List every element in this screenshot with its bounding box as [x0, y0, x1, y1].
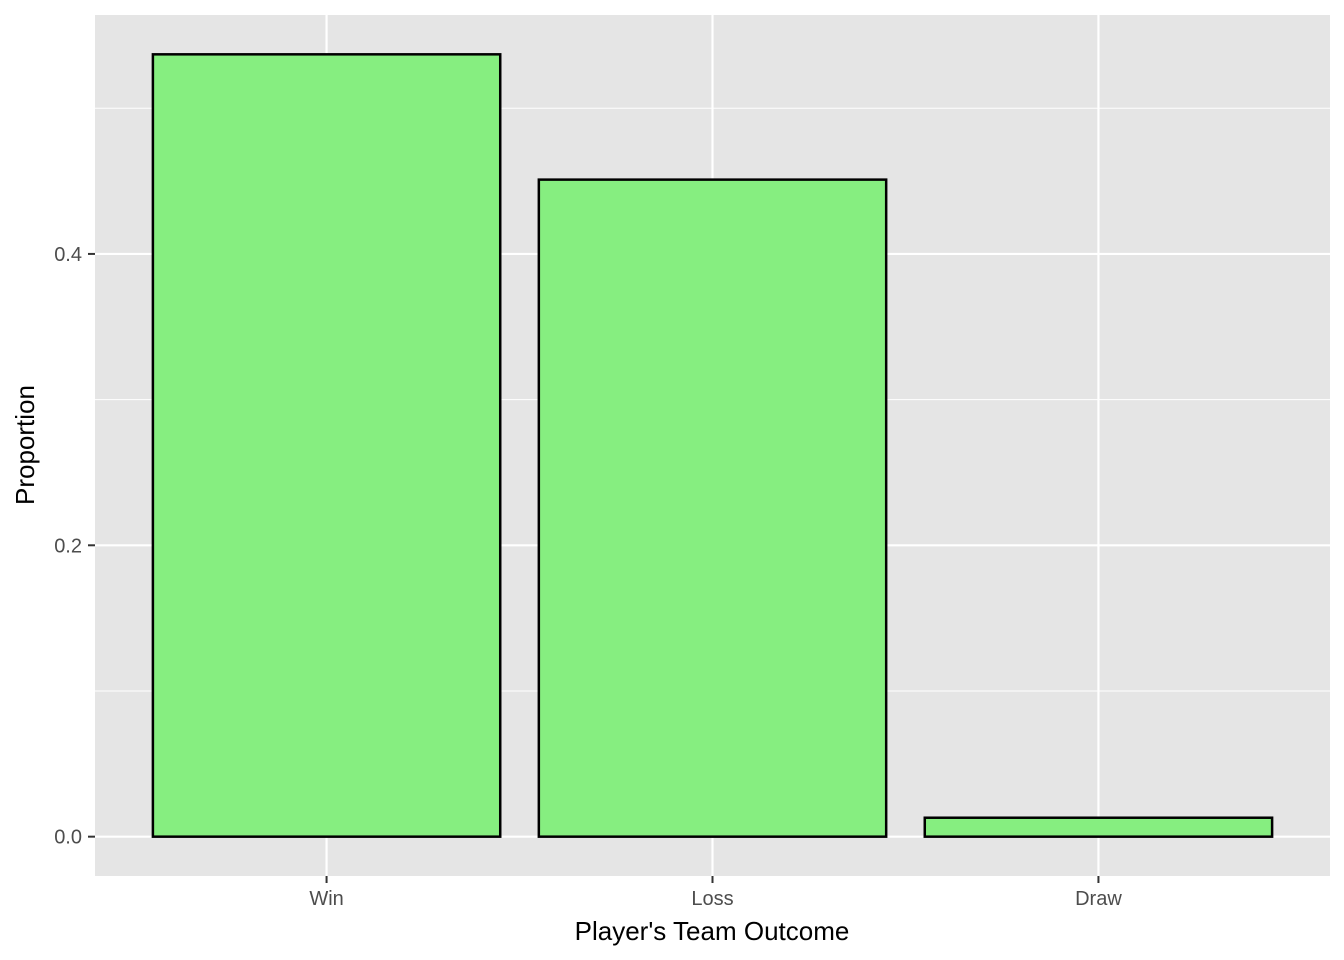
bar-win	[151, 53, 502, 838]
x-axis: Win Loss Draw	[309, 876, 1122, 910]
x-axis-title: Player's Team Outcome	[575, 916, 850, 946]
x-tick-label: Win	[309, 888, 343, 910]
bar-draw	[923, 816, 1274, 838]
y-tick-label: 0.0	[54, 827, 82, 849]
y-tick-label: 0.2	[54, 535, 82, 557]
x-tick-label: Loss	[691, 888, 733, 910]
y-axis: 0.0 0.2 0.4	[54, 244, 95, 849]
bars	[151, 53, 1274, 838]
x-tick-label: Draw	[1075, 888, 1122, 910]
y-axis-title: Proportion	[10, 385, 40, 505]
bar-loss	[537, 178, 888, 838]
y-tick-label: 0.4	[54, 244, 82, 266]
